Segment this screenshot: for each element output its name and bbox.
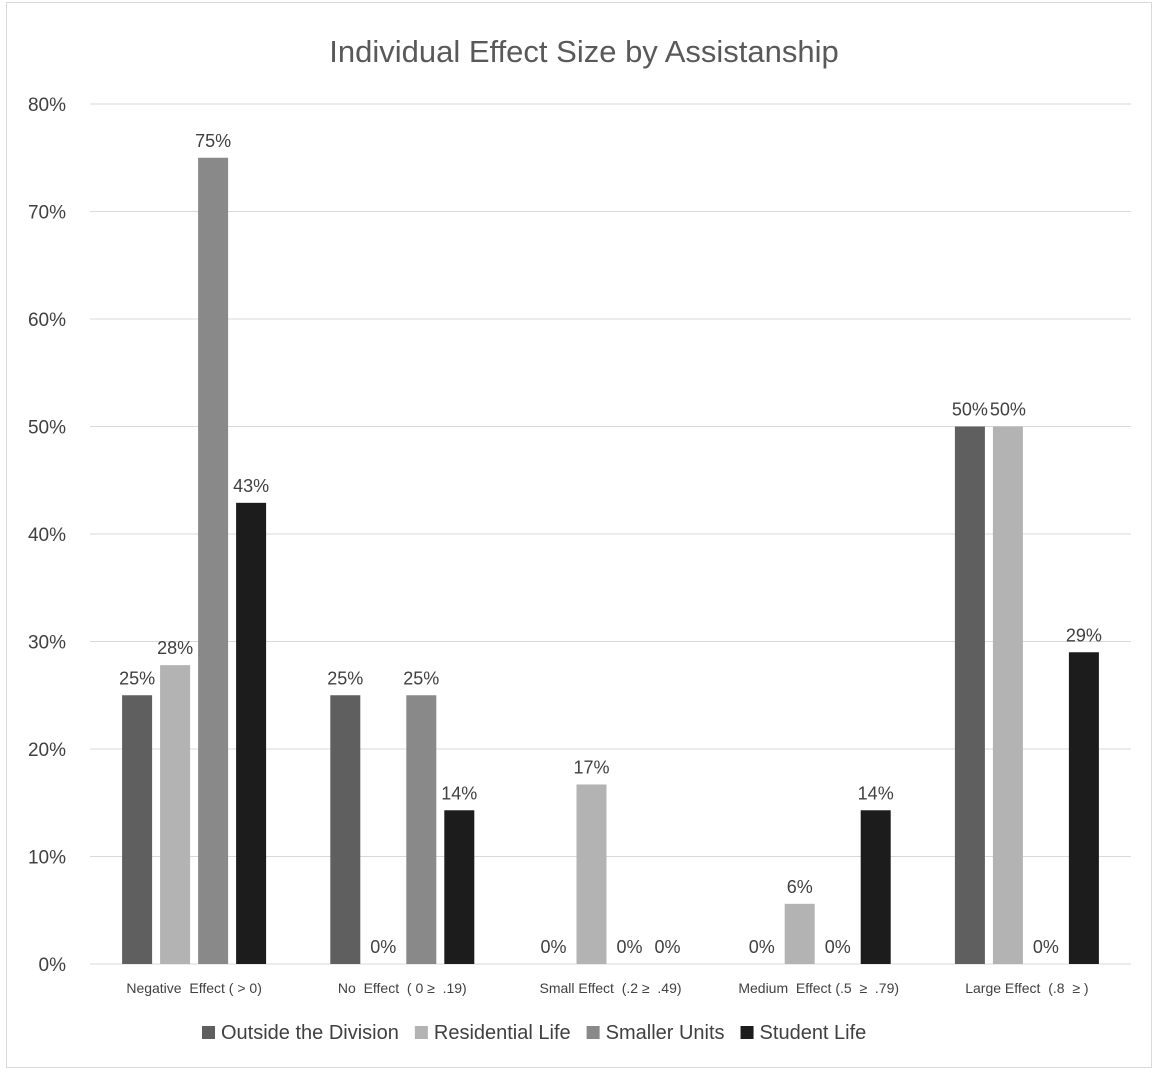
bar (992, 426, 1023, 964)
data-label: 0% (370, 937, 396, 957)
legend-swatch (740, 1026, 754, 1039)
y-axis-ticks: 0% 10% 20% 30% 40% 50% 60% 70% 80% (28, 95, 66, 976)
data-label: 0% (749, 937, 775, 957)
x-tick-label: Negative Effect ( > 0) (126, 980, 262, 996)
y-tick-label: 20% (28, 740, 66, 761)
bar (954, 426, 985, 964)
bar (198, 157, 229, 964)
x-tick-label: Medium Effect (.5 ≥ .79) (738, 980, 899, 996)
y-tick-label: 0% (39, 955, 67, 976)
data-label: 25% (119, 668, 155, 688)
data-label: 50% (990, 400, 1026, 420)
data-label: 14% (441, 783, 477, 803)
legend-label: Student Life (760, 1022, 867, 1044)
bars (122, 157, 1099, 964)
y-tick-label: 30% (28, 633, 66, 654)
data-label: 0% (1033, 937, 1059, 957)
y-tick-label: 10% (28, 848, 66, 869)
bar (1068, 652, 1099, 964)
data-label: 29% (1066, 625, 1102, 645)
y-tick-label: 70% (28, 203, 66, 224)
y-tick-label: 40% (28, 525, 66, 546)
y-tick-label: 60% (28, 310, 66, 331)
data-label: 75% (195, 131, 231, 151)
legend-label: Smaller Units (606, 1022, 725, 1044)
chart-title: Individual Effect Size by Assistanship (329, 34, 839, 69)
bar (236, 502, 267, 964)
legend-label: Residential Life (434, 1022, 571, 1044)
bar (784, 903, 815, 964)
bar (330, 695, 361, 964)
data-label: 14% (858, 783, 894, 803)
x-axis-ticks: Negative Effect ( > 0) No Effect ( 0 ≥ .1… (126, 980, 1088, 996)
bar (576, 784, 607, 964)
bar (122, 695, 153, 964)
data-label: 0% (654, 937, 680, 957)
x-tick-label: Large Effect (.8 ≥ ) (965, 980, 1088, 996)
data-label: 0% (825, 937, 851, 957)
bar (860, 810, 891, 964)
x-tick-label: No Effect ( 0 ≥ .19) (338, 980, 467, 996)
data-label: 50% (952, 400, 988, 420)
bar (444, 810, 475, 964)
data-label: 0% (540, 937, 566, 957)
legend-label: Outside the Division (221, 1022, 399, 1044)
legend: Outside the Division Residential Life Smal… (202, 1022, 866, 1044)
y-tick-label: 50% (28, 418, 66, 439)
legend-swatch (586, 1026, 600, 1039)
data-label: 17% (573, 757, 609, 777)
x-tick-label: Small Effect (.2 ≥ .49) (539, 980, 681, 996)
data-label: 28% (157, 638, 193, 658)
legend-swatch (414, 1026, 428, 1039)
data-label: 6% (787, 877, 813, 897)
y-tick-label: 80% (28, 95, 66, 116)
data-label: 43% (233, 476, 269, 496)
data-labels: 25%28%75%43%25%0%25%14%0%17%0% 0% 0%6%0%14… (119, 131, 1102, 957)
data-label: 25% (403, 668, 439, 688)
data-label: 25% (327, 668, 363, 688)
legend-swatch (202, 1026, 215, 1039)
data-label: 0% (616, 937, 642, 957)
bar (160, 665, 191, 964)
bar (406, 695, 437, 964)
